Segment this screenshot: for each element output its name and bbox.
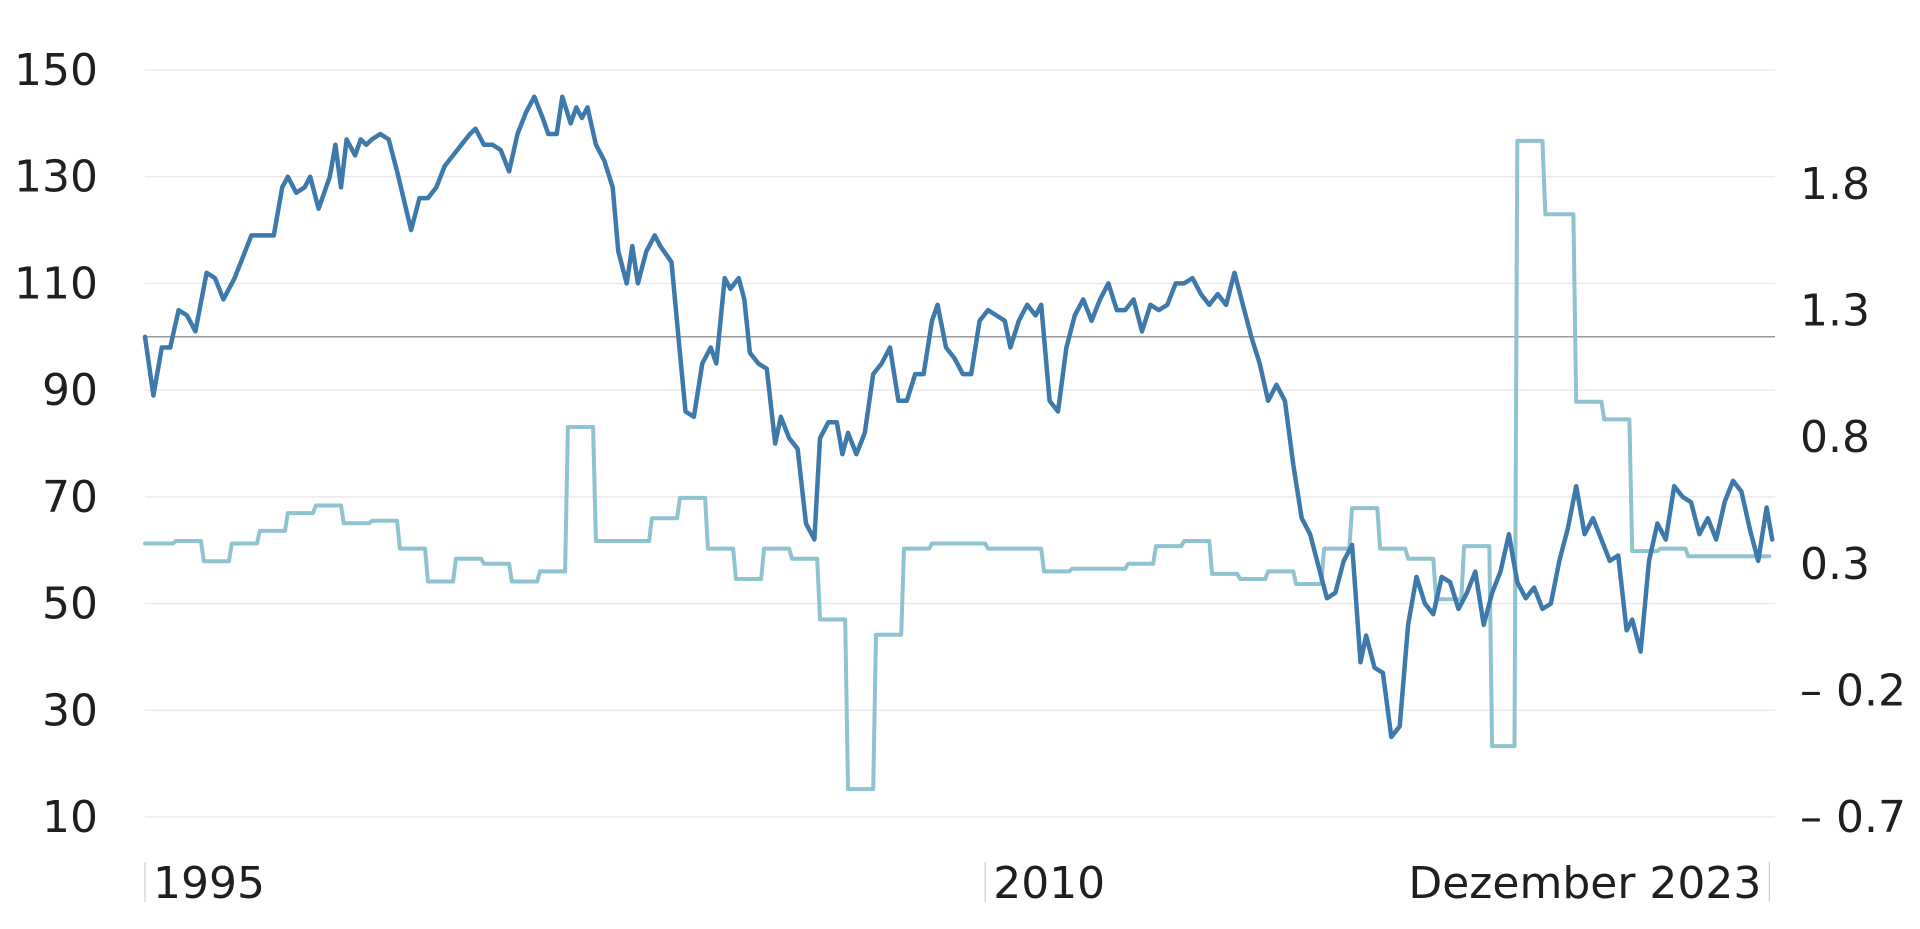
gridlines [145,69,1775,818]
x-tick-label: Dezember 2023 [1408,858,1761,909]
series-lines [142,94,1775,792]
series-line-left-axis [142,94,1775,740]
x-tick-label: 1995 [153,858,265,909]
left-tick-label: 70 [42,472,98,523]
left-axis-ticks: 10 30 50 70 90 110 130 150 [14,45,98,843]
left-tick-label: 150 [14,45,98,96]
x-axis-ticks: 1995 2010 Dezember 2023 [144,858,1770,909]
right-tick-label: 0.3 [1800,539,1870,590]
series-line-right-axis [143,138,1772,792]
left-tick-label: 10 [42,792,98,843]
right-tick-label: – 0.7 [1800,792,1906,843]
left-tick-label: 30 [42,685,98,736]
right-axis-ticks: – 0.7 – 0.2 0.3 0.8 1.3 1.8 [1800,159,1906,843]
right-tick-label: 1.8 [1800,159,1870,210]
x-tick-label: 2010 [993,858,1105,909]
left-tick-label: 50 [42,579,98,630]
left-tick-label: 130 [14,152,98,203]
left-tick-label: 90 [42,365,98,416]
left-tick-label: 110 [14,258,98,309]
right-tick-label: 0.8 [1800,412,1870,463]
right-tick-label: 1.3 [1800,286,1870,337]
right-tick-label: – 0.2 [1800,665,1906,716]
